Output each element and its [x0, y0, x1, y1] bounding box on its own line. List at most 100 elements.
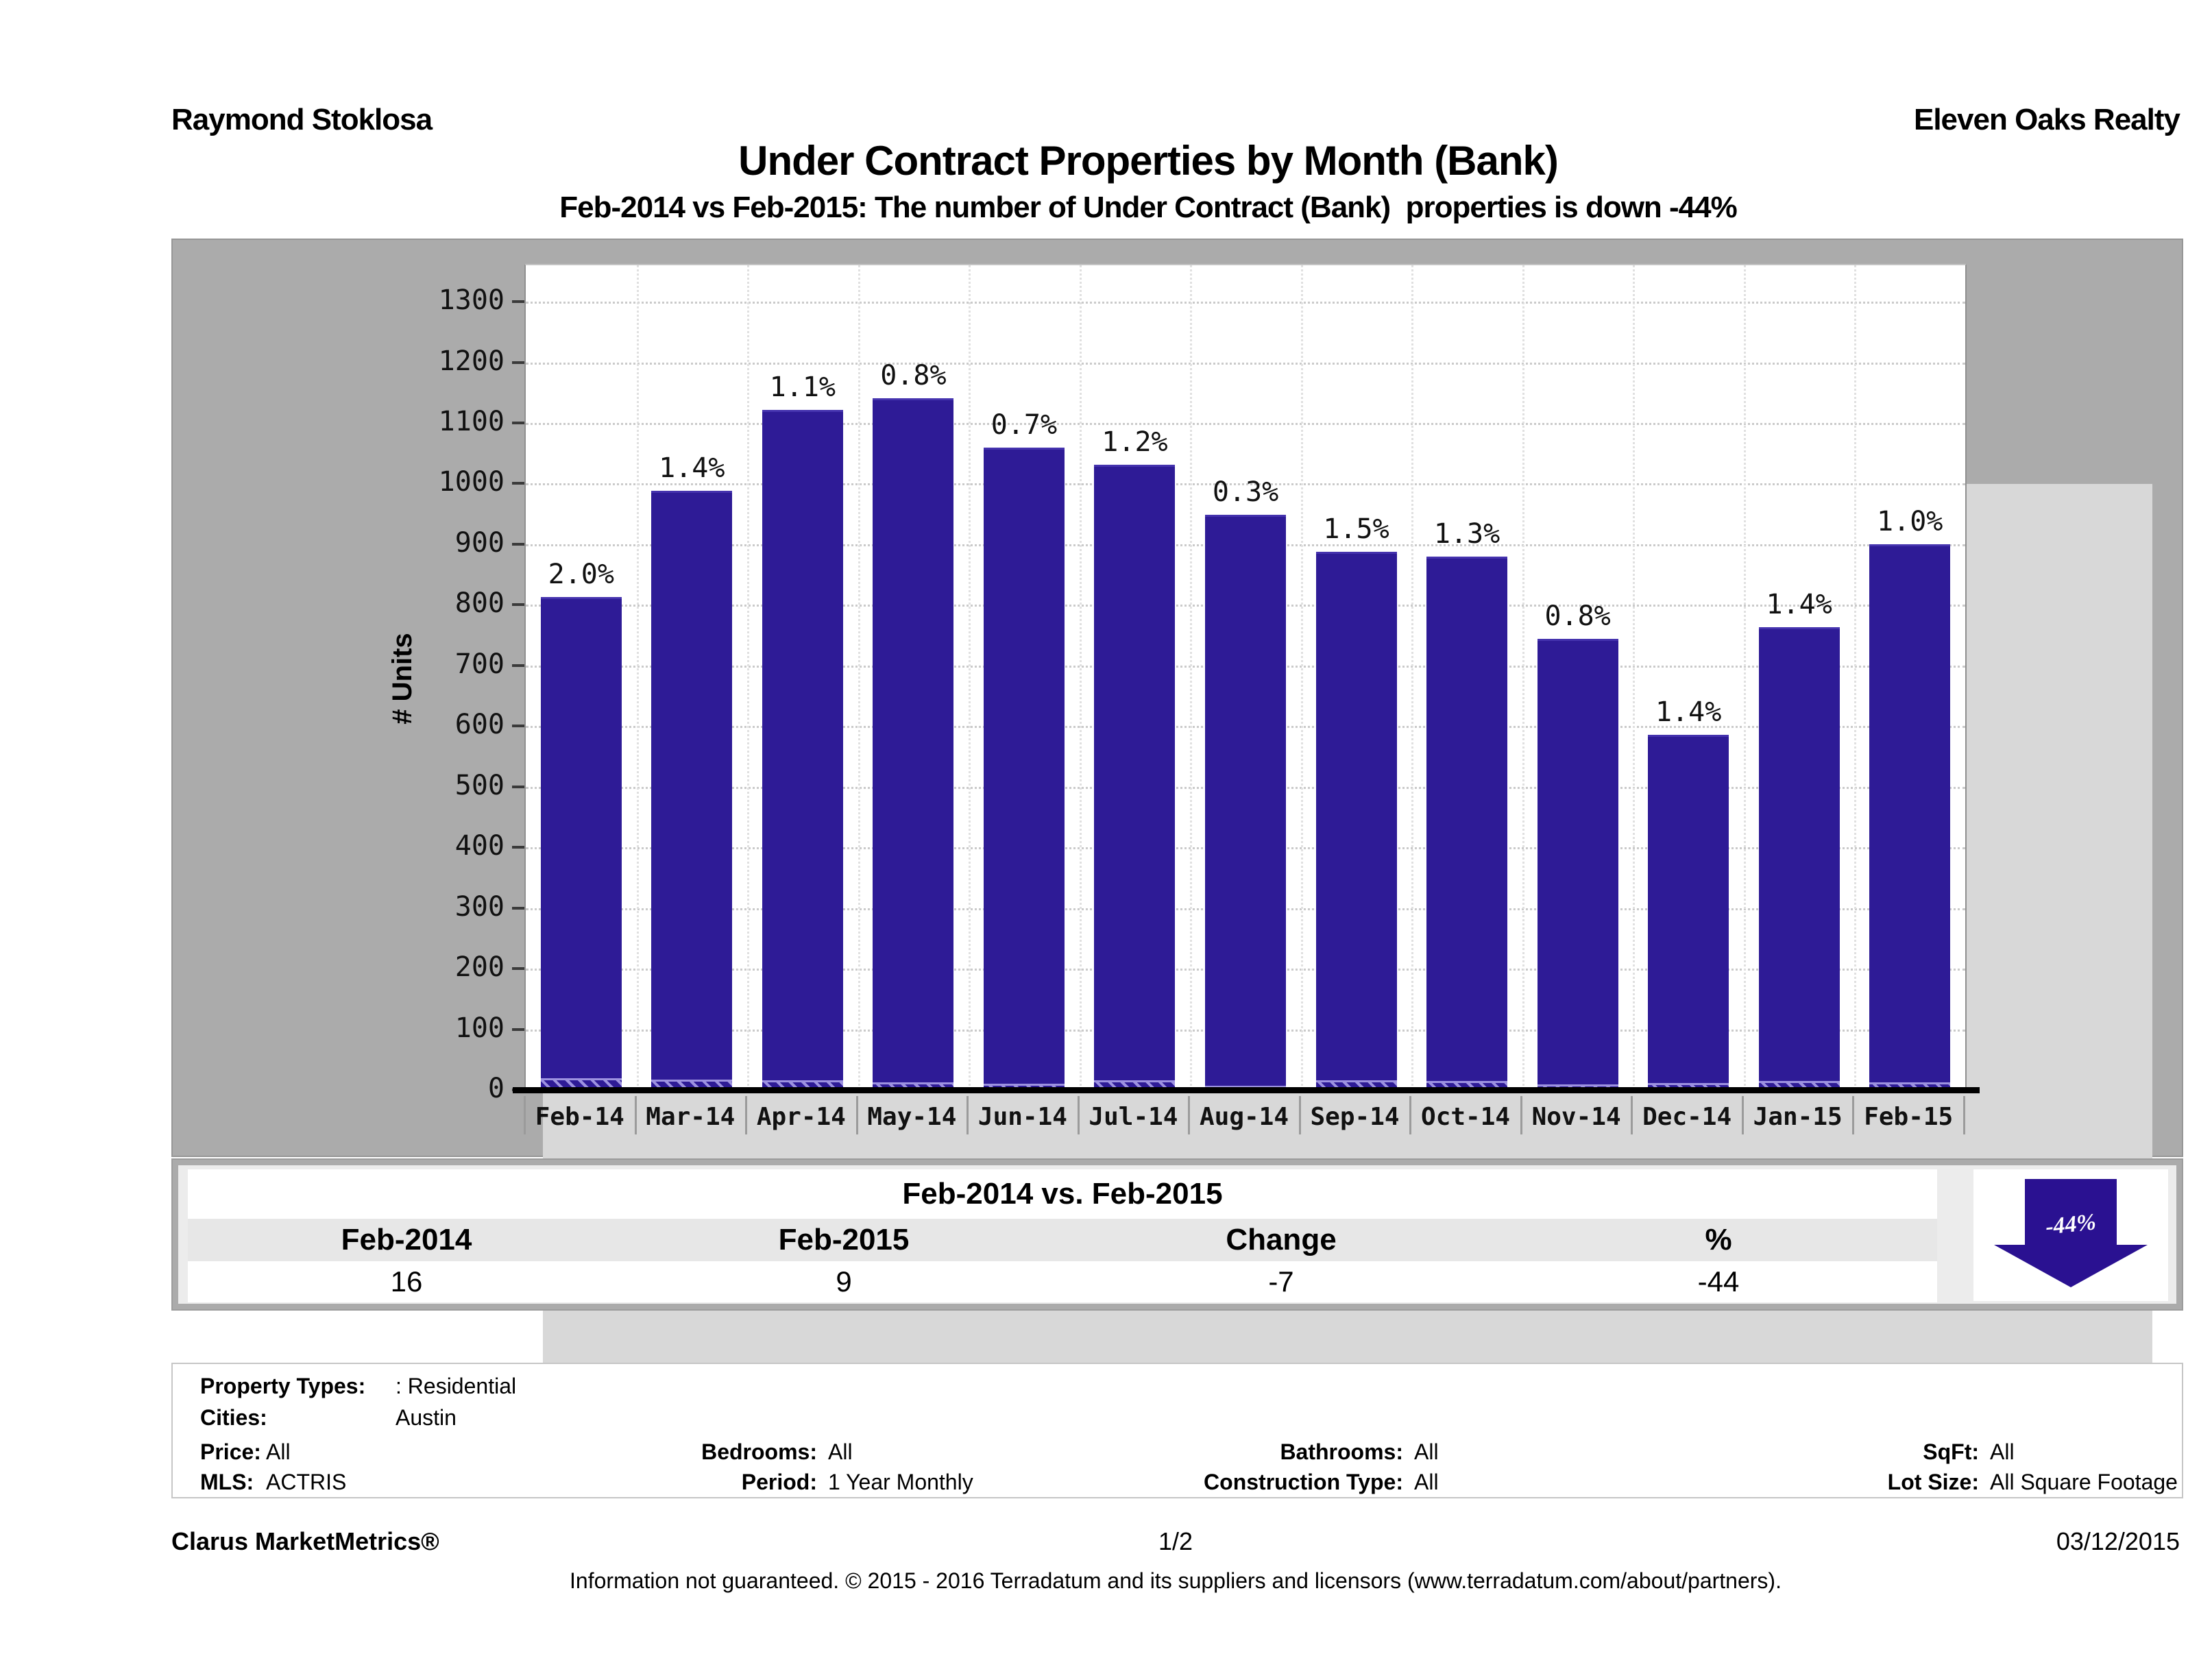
y-axis-tick — [512, 300, 524, 304]
y-axis-tick — [512, 846, 524, 849]
page-subtitle: Feb-2014 vs Feb-2015: The number of Unde… — [559, 191, 1738, 224]
y-axis-tick-label: 200 — [454, 951, 505, 984]
y-axis-tick-labels: 0 100 200 300 400 500 600 700 800 900 1000 1100 1200… — [370, 264, 515, 1104]
down-arrow-head-icon — [1994, 1245, 2148, 1287]
down-arrow-icon: -44% — [2025, 1179, 2117, 1245]
y-axis-tick-label: 300 — [454, 890, 505, 923]
gridline-horizontal — [526, 483, 1965, 486]
comparison-table-band: Feb-2014 vs. Feb-2015 Feb-2014 Feb-2015 Ch… — [171, 1158, 2183, 1311]
x-axis-label: Oct-14 — [1421, 1103, 1511, 1131]
y-axis-tick-label: 1100 — [438, 405, 505, 437]
comparison-table-header-row: Feb-2014 Feb-2015 Change% — [188, 1219, 1937, 1261]
bar-Apr-14 — [762, 410, 843, 1090]
footer-line: Clarus MarketMetrics® 1/2 03/12/2015 — [171, 1527, 2180, 1560]
y-axis-tick — [512, 725, 524, 728]
y-axis-tick-label: 500 — [454, 769, 505, 801]
y-axis-tick-label: 800 — [454, 587, 505, 620]
x-axis-label: Feb-15 — [1864, 1103, 1954, 1131]
x-axis-label: Jan-15 — [1753, 1103, 1843, 1131]
table-value-cell: 9 — [836, 1265, 852, 1298]
agent-name: Raymond Stoklosa — [171, 103, 433, 136]
bar-bank-hatched-segment — [873, 1082, 954, 1090]
filter-period: Period: 1 Year Monthly — [557, 1470, 973, 1495]
bar-percent-label: 1.4% — [659, 452, 725, 484]
bar-percent-label: 1.5% — [1323, 513, 1389, 546]
filter-bathrooms: Bathrooms: All — [1084, 1439, 1438, 1465]
page-number: 1/2 — [1158, 1527, 1193, 1555]
plot-area: 2.0% 1.4% 1.1% 0.8% 0.7% 1.2% 0.3% 1.5% 1.3% 0.8%… — [512, 264, 1967, 1091]
x-axis-label: Nov-14 — [1531, 1103, 1621, 1131]
comparison-table-title: Feb-2014 vs. Feb-2015 — [188, 1169, 1937, 1219]
trend-arrow-label: -44% — [2044, 1209, 2098, 1240]
bar-percent-label: 0.8% — [1544, 600, 1611, 633]
gridline-vertical — [1854, 265, 1857, 1090]
table-header-cell: Change — [1226, 1223, 1337, 1256]
x-axis-tick — [1520, 1096, 1522, 1134]
filter-bedrooms-value: All — [828, 1439, 853, 1464]
gridline-vertical — [1522, 265, 1524, 1090]
filter-cities: Cities: Austin — [200, 1405, 457, 1431]
filter-property-types: Property Types:: Residential — [200, 1374, 516, 1399]
filter-construction-type: Construction Type: All — [1084, 1470, 1439, 1495]
filter-bedrooms-label: Bedrooms: — [701, 1439, 817, 1464]
filter-price-label: Price: — [200, 1439, 261, 1464]
y-axis-tick-label: 700 — [454, 648, 505, 680]
table-value-cell: -44 — [1697, 1265, 1740, 1298]
y-axis-tick — [512, 1028, 524, 1031]
gridline-vertical — [1079, 265, 1082, 1090]
y-axis-tick-label: 900 — [454, 526, 505, 559]
bar-Mar-14 — [651, 490, 733, 1090]
filter-cities-value: Austin — [396, 1405, 457, 1430]
filters-box: Property Types:: Residential Cities: Aust… — [171, 1363, 2183, 1498]
x-axis-tick — [1631, 1096, 1633, 1134]
x-axis-tick — [855, 1096, 858, 1134]
x-axis-tick — [967, 1096, 969, 1134]
y-axis-tick — [512, 967, 524, 971]
filter-mls-value: ACTRIS — [266, 1470, 347, 1494]
filter-price: Price: All — [200, 1439, 291, 1465]
filter-mls: MLS: ACTRIS — [200, 1470, 346, 1495]
filter-construction-type-value: All — [1414, 1470, 1439, 1494]
company-name: Eleven Oaks Realty — [1913, 103, 2180, 136]
bar-Jun-14 — [983, 447, 1065, 1090]
filter-sqft-label: SqFt: — [1923, 1439, 1979, 1464]
bar-Feb-15 — [1869, 544, 1951, 1090]
x-axis-label: Mar-14 — [646, 1103, 736, 1131]
x-axis-tick — [1298, 1096, 1301, 1134]
x-axis-label: Aug-14 — [1199, 1103, 1289, 1131]
gridline-vertical — [858, 265, 860, 1090]
x-axis-line — [513, 1087, 1980, 1093]
x-axis-tick — [1077, 1096, 1080, 1134]
bar-bank-hatched-segment — [1869, 1082, 1951, 1090]
bar-percent-label: 0.3% — [1212, 476, 1279, 509]
filter-lot-size: Lot Size: All Square Footage — [1742, 1470, 2178, 1495]
y-axis-tick — [512, 603, 524, 607]
y-axis-tick-label: 400 — [454, 830, 505, 862]
x-axis-label-row: Feb-14 Mar-14 Apr-14 May-14 Jun-14 Jul-14 Aug-… — [524, 1095, 1965, 1137]
bar-Aug-14 — [1205, 515, 1286, 1090]
bar-percent-label: 1.2% — [1102, 426, 1168, 458]
gridline-vertical — [1633, 265, 1636, 1090]
gridline-horizontal — [526, 302, 1965, 304]
bar-Dec-14 — [1648, 735, 1729, 1090]
bar-Jan-15 — [1758, 627, 1840, 1090]
filter-property-types-value: : Residential — [396, 1374, 517, 1398]
y-axis-tick-label: 600 — [454, 709, 505, 741]
disclaimer-text: Information not guaranteed. © 2015 - 201… — [570, 1568, 1782, 1593]
filter-sqft: SqFt: All — [1742, 1439, 2014, 1465]
header: Raymond Stoklosa Eleven Oaks Realty — [171, 103, 2180, 144]
x-axis-tick — [1188, 1096, 1191, 1134]
bar-bank-hatched-segment — [540, 1078, 622, 1090]
x-axis-label: May-14 — [867, 1103, 957, 1131]
filter-lot-size-value: All Square Footage — [1990, 1470, 2178, 1494]
y-axis-tick — [512, 785, 524, 788]
y-axis-tick-label: 1000 — [438, 466, 505, 498]
filter-bedrooms: Bedrooms: All — [557, 1439, 853, 1465]
x-axis-label: Apr-14 — [756, 1103, 846, 1131]
table-value-cell: -7 — [1268, 1265, 1294, 1298]
gridline-vertical — [1743, 265, 1746, 1090]
gridline-horizontal — [526, 422, 1965, 425]
bar-Feb-14 — [540, 596, 622, 1090]
comparison-table-value-row: 16 9 -7 -44 — [188, 1261, 1937, 1302]
